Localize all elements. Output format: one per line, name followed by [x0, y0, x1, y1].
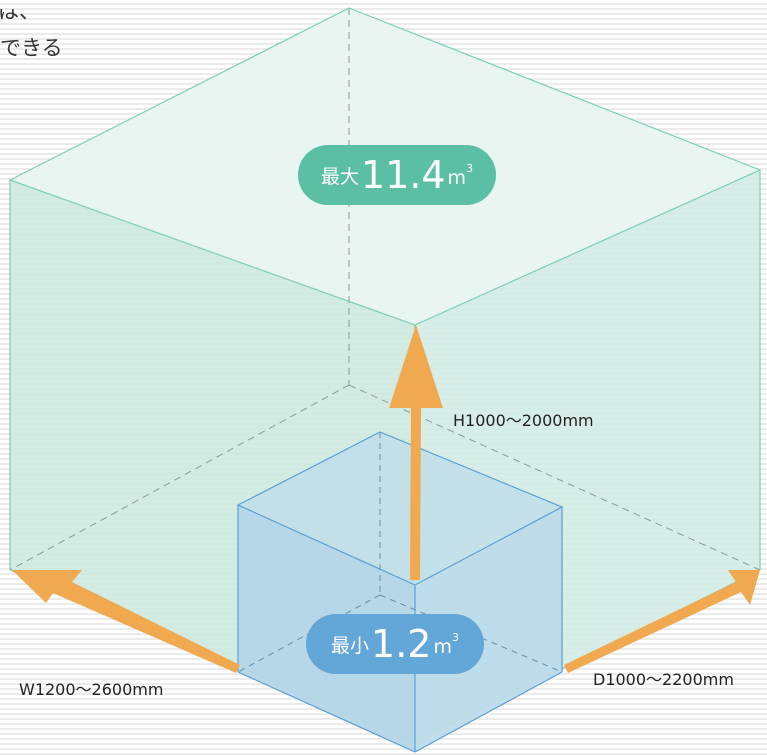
width-dimension-label: W1200～2600mm — [19, 680, 164, 699]
depth-arrow — [564, 570, 760, 673]
min-volume-unit-text: m — [433, 635, 452, 658]
intro-text-line-2: できる — [0, 36, 63, 60]
max-volume-prefix: 最大 — [320, 165, 359, 188]
min-volume-unit: m3 — [433, 631, 459, 658]
min-volume-exponent: 3 — [451, 630, 459, 644]
small-box-right-face — [415, 507, 562, 752]
max-volume-unit: m3 — [448, 162, 474, 189]
max-volume-exponent: 3 — [466, 161, 474, 175]
max-volume-unit-text: m — [447, 166, 467, 189]
min-volume-prefix: 最小 — [331, 634, 370, 657]
intro-text-line-1: は、 — [0, 0, 40, 23]
min-volume-badge: 最小 1.2 m3 — [306, 614, 484, 674]
small-box-top-face — [238, 432, 562, 585]
min-volume-value: 1.2 — [371, 622, 432, 666]
max-volume-badge: 最大 11.4 m3 — [298, 145, 496, 205]
height-dimension-label: H1000～2000mm — [453, 411, 594, 430]
max-volume-value: 11.4 — [360, 153, 446, 197]
width-arrow — [12, 570, 240, 673]
height-arrow — [389, 325, 443, 580]
small-box-edges — [236, 431, 564, 753]
depth-dimension-label: D1000～2200mm — [593, 670, 734, 689]
